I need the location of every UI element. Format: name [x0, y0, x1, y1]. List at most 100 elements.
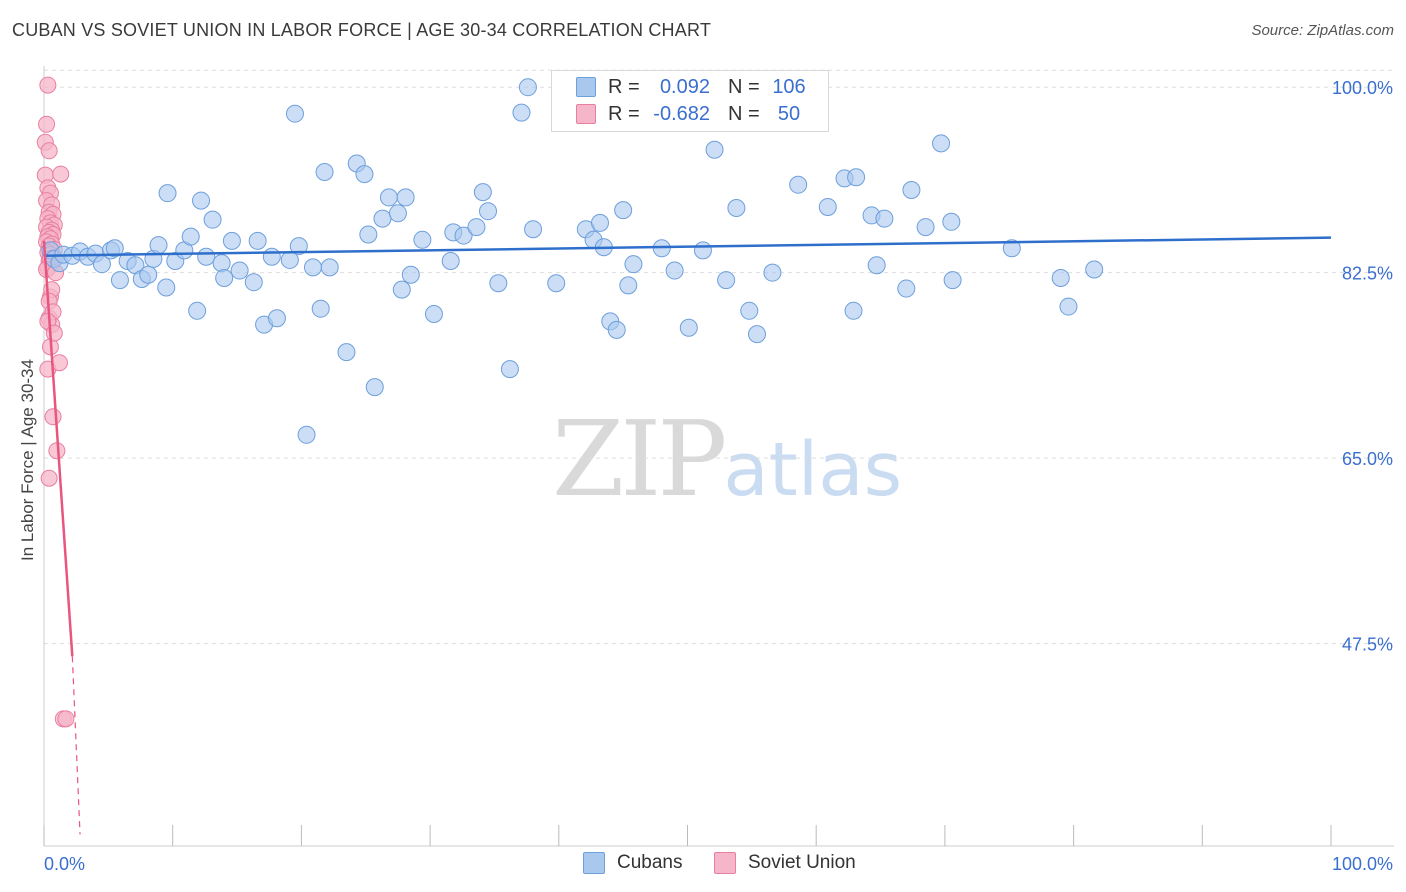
watermark: ZIPatlas: [552, 398, 902, 520]
cuban-data-point: [192, 191, 211, 210]
cuban-data-point: [789, 175, 808, 194]
cuban-data-point: [740, 301, 759, 320]
cuban-data-point: [337, 343, 356, 362]
cuban-data-point: [763, 263, 782, 282]
cuban-data-point: [303, 258, 322, 277]
cuban-data-point: [365, 378, 384, 397]
soviet-data-point: [39, 76, 57, 94]
cuban-data-point: [379, 188, 398, 207]
watermark-zip: ZIP: [552, 398, 727, 520]
n-label: N =: [728, 75, 760, 98]
cuban-data-point: [479, 202, 498, 221]
cuban-data-point: [311, 299, 330, 318]
cuban-data-point: [139, 265, 158, 284]
cuban-data-point: [262, 247, 281, 266]
cuban-data-point: [158, 184, 177, 203]
cuban-data-point: [679, 318, 698, 337]
cuban-data-point: [401, 265, 420, 284]
soviet-data-point: [52, 165, 70, 183]
cuban-data-point: [897, 279, 916, 298]
cuban-data-point: [943, 271, 962, 290]
cuban-data-point: [359, 225, 378, 244]
y-tick-label: 82.5%: [1342, 264, 1393, 284]
cuban-data-point: [1059, 297, 1078, 316]
cuban-data-point: [818, 197, 837, 216]
soviet-data-point: [57, 710, 75, 728]
chart-title: CUBAN VS SOVIET UNION IN LABOR FORCE | A…: [12, 20, 712, 40]
cuban-data-point: [454, 226, 473, 245]
y-tick-label: 65.0%: [1342, 449, 1393, 469]
cuban-data-point: [902, 180, 921, 199]
y-tick-label: 47.5%: [1342, 635, 1393, 655]
r-value: 0.092: [659, 75, 710, 98]
cuban-data-point: [518, 78, 537, 97]
n-label: N =: [728, 102, 760, 125]
cuban-data-point: [590, 213, 609, 232]
cuban-data-point: [607, 320, 626, 339]
cuban-data-point: [289, 237, 308, 256]
cuban-data-point: [181, 227, 200, 246]
n-value: 50: [777, 102, 801, 125]
cuban-data-point: [844, 301, 863, 320]
cuban-data-point: [512, 103, 531, 122]
cuban-data-point: [942, 212, 961, 231]
cuban-data-point: [847, 168, 866, 187]
soviet-trend-line: [42, 240, 74, 657]
cuban-data-point: [500, 360, 519, 379]
cuban-data-point: [373, 209, 392, 228]
cuban-data-point: [203, 210, 222, 229]
cuban-data-point: [524, 220, 543, 239]
x-tick-label-right: 100.0%: [1332, 854, 1393, 874]
cuban-data-point: [315, 162, 334, 181]
n-value: 106: [772, 75, 806, 98]
cuban-data-point: [244, 273, 263, 292]
cuban-data-point: [867, 256, 886, 275]
cuban-data-point: [149, 236, 168, 255]
cuban-data-point: [693, 241, 712, 260]
legend-item-cubans[interactable]: Cubans: [583, 852, 683, 874]
cuban-data-point: [222, 231, 241, 250]
soviet-swatch-icon: [576, 104, 596, 124]
cuban-data-point: [248, 231, 267, 250]
source-label: Source: ZipAtlas.com: [1251, 22, 1394, 39]
cuban-data-point: [441, 252, 460, 270]
cuban-data-point: [388, 204, 407, 223]
cuban-data-point: [413, 230, 432, 249]
r-label: R =: [608, 75, 640, 98]
cuban-data-point: [392, 280, 411, 299]
cuban-data-point: [230, 261, 249, 280]
r-value: -0.682: [653, 102, 710, 125]
cuban-data-point: [473, 183, 492, 202]
cubans-swatch-icon: [576, 77, 596, 97]
cuban-data-point: [355, 165, 374, 184]
cuban-data-point: [875, 209, 894, 228]
cuban-data-point: [932, 134, 951, 153]
watermark-atlas: atlas: [723, 427, 903, 513]
cuban-data-point: [467, 218, 486, 237]
y-tick-label: 100.0%: [1332, 78, 1393, 98]
cuban-data-point: [705, 140, 724, 159]
cuban-data-point: [297, 425, 316, 444]
legend-label-soviet: Soviet Union: [748, 852, 856, 873]
cuban-data-point: [1002, 239, 1021, 258]
soviet-data-point: [38, 115, 56, 133]
cuban-trend-line: [43, 236, 1332, 257]
legend-row-cubans: R = 0.092 N = 106: [576, 74, 810, 100]
soviet-data-point: [40, 142, 58, 160]
cuban-data-point: [215, 268, 234, 287]
cuban-data-point: [624, 255, 643, 274]
cuban-data-point: [614, 201, 633, 220]
cuban-data-point: [197, 247, 216, 266]
cuban-data-point: [267, 309, 286, 328]
legend-item-soviet[interactable]: Soviet Union: [714, 852, 856, 874]
r-label: R =: [608, 102, 640, 125]
cuban-data-point: [717, 271, 736, 290]
cuban-data-point: [489, 274, 508, 293]
cuban-data-point: [396, 188, 415, 207]
cuban-data-point: [424, 304, 443, 323]
cuban-data-point: [1051, 268, 1070, 287]
stats-legend: R = 0.092 N = 106 R = -0.682 N = 50: [551, 70, 829, 132]
cuban-data-point: [747, 325, 766, 344]
cuban-data-point: [285, 104, 304, 123]
